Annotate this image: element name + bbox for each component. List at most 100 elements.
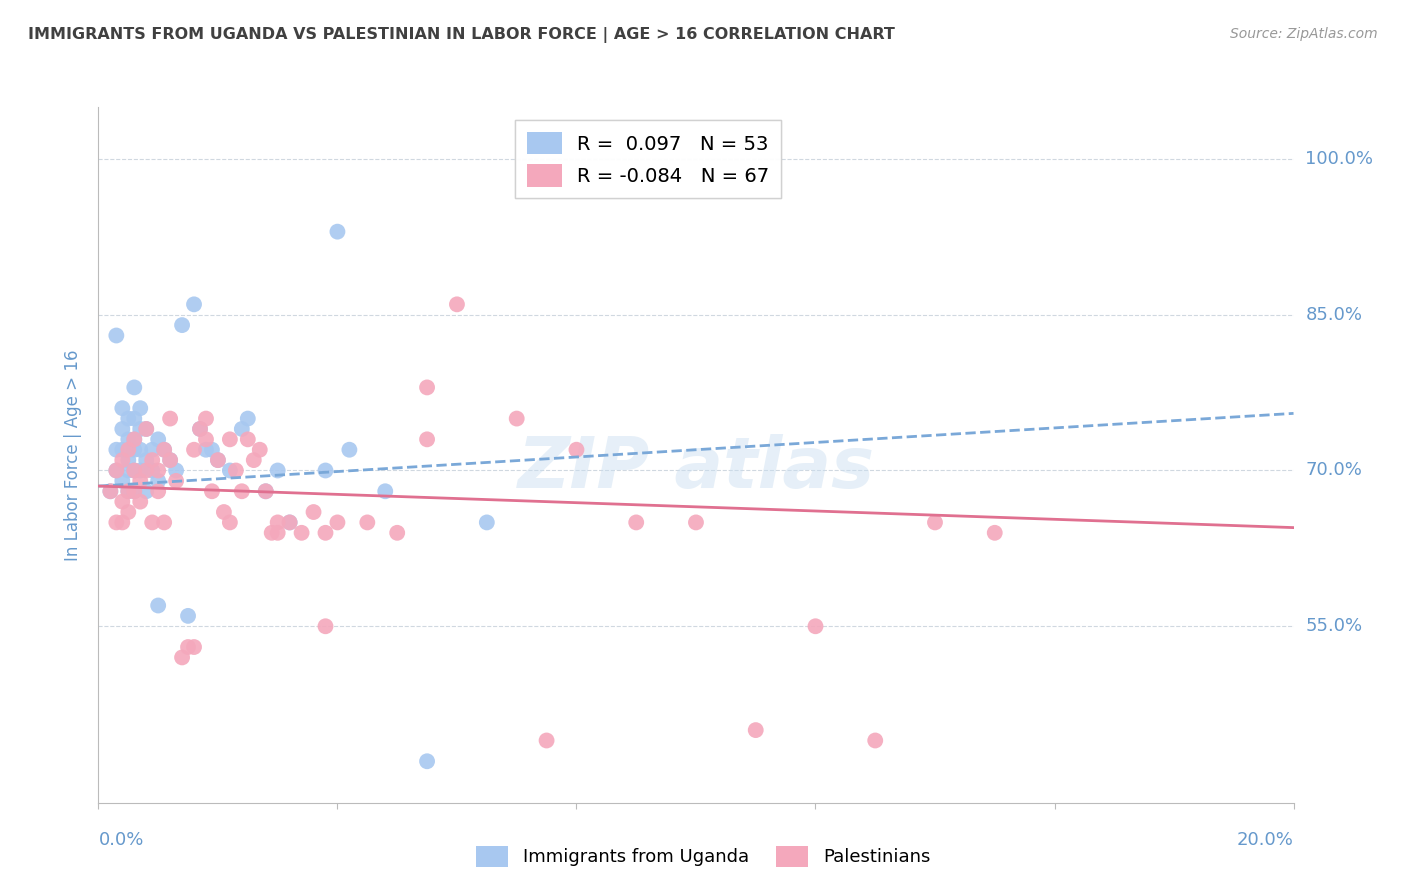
- Point: [135, 484, 157, 499]
- Point: [416, 433, 439, 447]
- Point: [117, 433, 139, 447]
- Point: [188, 422, 211, 436]
- Point: [105, 328, 128, 343]
- Point: [315, 463, 337, 477]
- Point: [374, 484, 396, 499]
- Point: [231, 484, 253, 499]
- Point: [267, 525, 290, 540]
- Point: [212, 505, 235, 519]
- Point: [111, 422, 134, 436]
- Point: [148, 484, 170, 499]
- Text: 85.0%: 85.0%: [1305, 306, 1362, 324]
- Text: 0.0%: 0.0%: [98, 830, 143, 848]
- Point: [194, 442, 218, 457]
- Point: [236, 411, 259, 425]
- Text: ZIP atlas: ZIP atlas: [517, 434, 875, 503]
- Point: [254, 484, 277, 499]
- Point: [111, 442, 134, 457]
- Point: [231, 422, 253, 436]
- Point: [129, 401, 152, 416]
- Point: [194, 411, 218, 425]
- Point: [117, 442, 139, 457]
- Point: [111, 516, 134, 530]
- Point: [141, 442, 163, 457]
- Point: [194, 433, 218, 447]
- Point: [804, 619, 827, 633]
- Point: [135, 422, 157, 436]
- Point: [124, 463, 146, 477]
- Point: [326, 225, 349, 239]
- Point: [177, 640, 200, 654]
- Point: [356, 516, 378, 530]
- Point: [124, 463, 146, 477]
- Point: [183, 442, 205, 457]
- Point: [117, 484, 139, 499]
- Point: [98, 484, 122, 499]
- Point: [111, 494, 134, 508]
- Point: [135, 453, 157, 467]
- Point: [124, 442, 146, 457]
- Point: [124, 380, 146, 394]
- Point: [225, 463, 247, 477]
- Point: [129, 422, 152, 436]
- Text: Source: ZipAtlas.com: Source: ZipAtlas.com: [1230, 27, 1378, 41]
- Point: [129, 474, 152, 488]
- Point: [624, 516, 647, 530]
- Point: [141, 463, 163, 477]
- Text: 55.0%: 55.0%: [1305, 617, 1362, 635]
- Point: [219, 516, 242, 530]
- Point: [117, 453, 139, 467]
- Point: [183, 640, 205, 654]
- Point: [148, 599, 170, 613]
- Legend: R =  0.097   N = 53, R = -0.084   N = 67: R = 0.097 N = 53, R = -0.084 N = 67: [515, 120, 782, 198]
- Point: [177, 608, 200, 623]
- Point: [315, 619, 337, 633]
- Point: [153, 516, 176, 530]
- Point: [105, 463, 128, 477]
- Point: [865, 733, 887, 747]
- Point: [172, 318, 194, 332]
- Point: [148, 463, 170, 477]
- Point: [124, 433, 146, 447]
- Point: [315, 525, 337, 540]
- Point: [339, 442, 360, 457]
- Point: [165, 474, 187, 488]
- Point: [924, 516, 946, 530]
- Point: [124, 484, 146, 499]
- Point: [159, 411, 181, 425]
- Text: 100.0%: 100.0%: [1305, 150, 1374, 168]
- Point: [159, 453, 181, 467]
- Legend: Immigrants from Uganda, Palestinians: Immigrants from Uganda, Palestinians: [468, 838, 938, 874]
- Point: [105, 516, 128, 530]
- Text: 20.0%: 20.0%: [1237, 830, 1294, 848]
- Point: [165, 463, 187, 477]
- Point: [183, 297, 205, 311]
- Point: [416, 380, 439, 394]
- Point: [111, 453, 134, 467]
- Point: [685, 516, 707, 530]
- Point: [236, 433, 259, 447]
- Point: [254, 484, 277, 499]
- Point: [124, 433, 146, 447]
- Point: [219, 433, 242, 447]
- Text: 70.0%: 70.0%: [1305, 461, 1362, 480]
- Point: [124, 411, 146, 425]
- Point: [135, 463, 157, 477]
- Point: [243, 453, 266, 467]
- Point: [385, 525, 409, 540]
- Point: [506, 411, 529, 425]
- Point: [278, 516, 301, 530]
- Point: [475, 516, 498, 530]
- Point: [302, 505, 325, 519]
- Point: [98, 484, 122, 499]
- Point: [201, 484, 224, 499]
- Point: [172, 650, 194, 665]
- Point: [267, 463, 290, 477]
- Point: [111, 474, 134, 488]
- Point: [207, 453, 229, 467]
- Point: [124, 484, 146, 499]
- Point: [745, 723, 768, 738]
- Point: [565, 442, 588, 457]
- Point: [260, 525, 283, 540]
- Point: [117, 411, 139, 425]
